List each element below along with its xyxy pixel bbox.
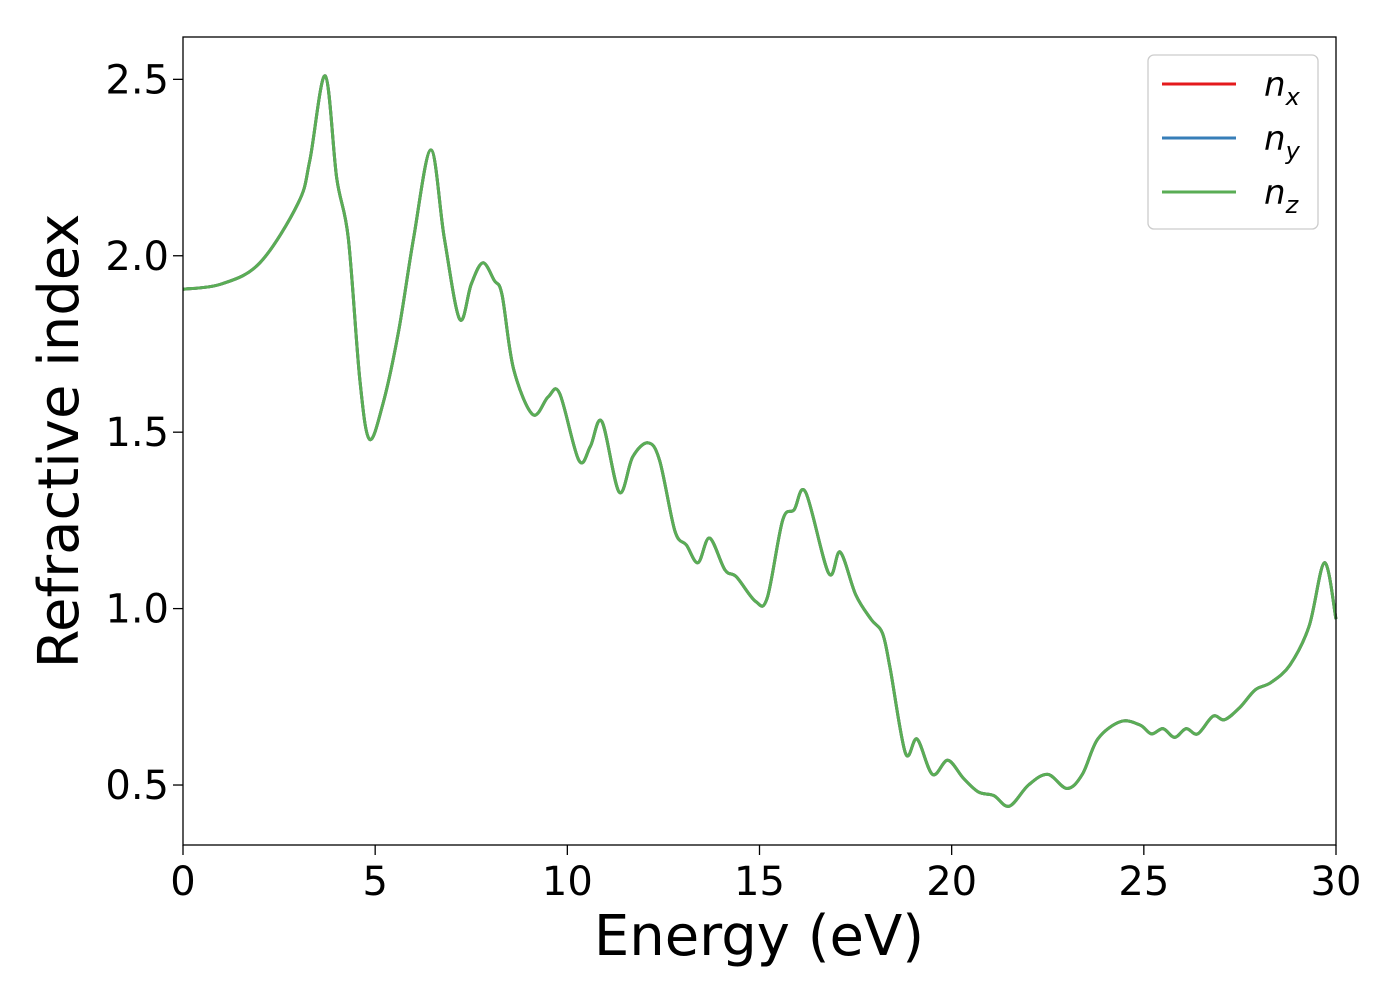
y-axis: 0.5 1.0 1.5 2.0 2.5 bbox=[105, 57, 183, 809]
y-tick-label: 1.0 bbox=[105, 587, 169, 633]
x-tick-label: 20 bbox=[926, 859, 977, 905]
x-tick-label: 10 bbox=[542, 859, 593, 905]
x-axis-label: Energy (eV) bbox=[594, 904, 924, 969]
legend-label-n-x: nx bbox=[1264, 65, 1301, 111]
legend-label-n-y: ny bbox=[1264, 119, 1301, 165]
legend-label-n-z: nz bbox=[1264, 173, 1300, 219]
x-axis: 0 5 10 15 20 25 30 bbox=[170, 845, 1361, 905]
y-tick-label: 2.0 bbox=[105, 234, 169, 280]
y-axis-label: Refractive index bbox=[27, 214, 92, 669]
x-tick-label: 30 bbox=[1311, 859, 1362, 905]
x-tick-label: 15 bbox=[734, 859, 785, 905]
x-tick-label: 25 bbox=[1118, 859, 1169, 905]
y-tick-label: 1.5 bbox=[105, 410, 169, 456]
legend-box bbox=[1147, 54, 1319, 230]
x-tick-label: 5 bbox=[362, 859, 387, 905]
y-tick-label: 2.5 bbox=[105, 57, 169, 103]
x-tick-label: 0 bbox=[170, 859, 195, 905]
y-tick-label: 0.5 bbox=[105, 763, 169, 809]
legend: nx ny nz bbox=[1147, 54, 1319, 230]
series-line-n-z bbox=[182, 74, 1338, 808]
series-layer bbox=[182, 74, 1338, 808]
